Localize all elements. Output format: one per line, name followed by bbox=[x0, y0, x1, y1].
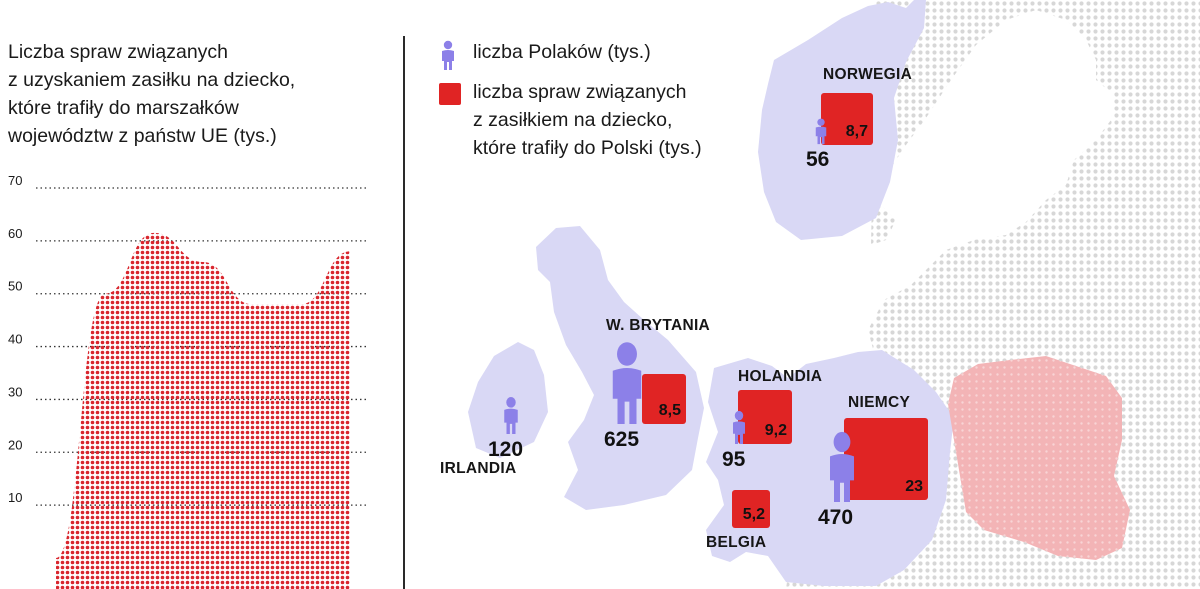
y-tick-labels: 70 60 50 40 30 20 10 bbox=[8, 173, 22, 505]
panel-divider bbox=[403, 36, 405, 589]
series-area bbox=[56, 232, 350, 589]
legend-cases-label: z zasiłkiem na dziecko, bbox=[473, 109, 673, 131]
person-icon bbox=[442, 40, 454, 70]
great-britain-shape bbox=[536, 226, 704, 510]
cases-box-norwegia: 8,7 bbox=[821, 93, 873, 145]
people-value-irlandia: 120 bbox=[488, 438, 524, 461]
y-tick-label: 20 bbox=[8, 437, 22, 452]
legend: liczba Polaków (tys.) liczba spraw związ… bbox=[437, 38, 797, 162]
cases-box-belgia: 5,2 bbox=[732, 490, 770, 528]
person-icon bbox=[733, 410, 745, 444]
country-label-belgia: BELGIA bbox=[706, 534, 767, 551]
cases-value-norwegia: 8,7 bbox=[845, 123, 868, 140]
area-chart: 70 60 50 40 30 20 10 bbox=[8, 173, 368, 589]
person-icon bbox=[815, 118, 827, 145]
people-value-w-brytania: 625 bbox=[604, 428, 640, 451]
cases-value-belgia: 5,2 bbox=[742, 506, 765, 523]
country-label-w-brytania: W. BRYTANIA bbox=[606, 317, 711, 334]
y-tick-label: 10 bbox=[8, 490, 22, 505]
cases-box-niemcy: 23 bbox=[844, 418, 928, 500]
people-value-niemcy: 470 bbox=[818, 506, 854, 529]
cases-value-w-brytania: 8,5 bbox=[658, 402, 681, 419]
poland-shape bbox=[948, 356, 1130, 560]
chart-title: Liczba spraw związanych z uzyskaniem zas… bbox=[8, 38, 398, 150]
chart-title-line: z uzyskaniem zasiłku na dziecko, bbox=[8, 69, 296, 91]
y-tick-label: 50 bbox=[8, 279, 22, 294]
country-label-niemcy: NIEMCY bbox=[848, 394, 911, 411]
people-value-norwegia: 56 bbox=[806, 148, 830, 171]
cases-value-holandia: 9,2 bbox=[764, 422, 787, 439]
chart-title-line: województw z państw UE (tys.) bbox=[8, 125, 277, 147]
person-icon bbox=[612, 342, 642, 424]
legend-cases-label: które trafiły do Polski (tys.) bbox=[473, 137, 702, 159]
y-tick-label: 70 bbox=[8, 173, 22, 188]
people-value-holandia: 95 bbox=[722, 448, 746, 471]
cases-box-w-brytania: 8,5 bbox=[642, 374, 686, 424]
legend-item-cases: liczba spraw związanych z zasiłkiem na d… bbox=[437, 78, 797, 162]
red-square-icon bbox=[439, 83, 461, 105]
y-tick-label: 60 bbox=[8, 226, 22, 241]
chart-title-line: Liczba spraw związanych bbox=[8, 41, 229, 63]
y-tick-label: 30 bbox=[8, 384, 22, 399]
y-tick-label: 40 bbox=[8, 332, 22, 347]
person-icon bbox=[830, 431, 854, 502]
person-icon bbox=[504, 397, 518, 434]
country-label-irlandia: IRLANDIA bbox=[440, 460, 517, 477]
cases-value-niemcy: 23 bbox=[905, 478, 923, 495]
country-label-norwegia: NORWEGIA bbox=[823, 66, 913, 83]
chart-title-line: które trafiły do marszałków bbox=[8, 97, 239, 119]
legend-item-people: liczba Polaków (tys.) bbox=[437, 38, 797, 70]
legend-cases-label: liczba spraw związanych bbox=[473, 81, 687, 103]
country-label-holandia: HOLANDIA bbox=[738, 368, 823, 385]
legend-people-label: liczba Polaków (tys.) bbox=[473, 41, 651, 63]
series-area bbox=[56, 232, 350, 589]
cases-box-holandia: 9,2 bbox=[738, 390, 792, 444]
